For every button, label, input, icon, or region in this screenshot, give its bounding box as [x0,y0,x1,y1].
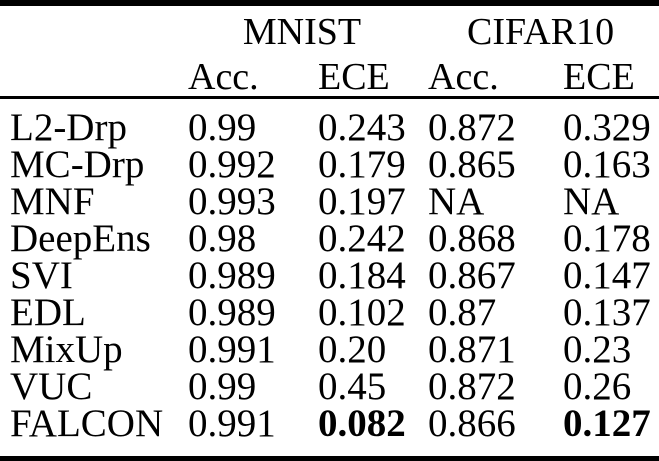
table-row: SVI 0.989 0.184 0.867 0.147 [0,254,659,297]
metric-value: 0.865 [428,143,516,186]
dataset-group-row: MNIST CIFAR10 [0,3,659,58]
table-row: MNF 0.993 0.197 NA NA [0,180,659,223]
metric-value: 0.993 [188,180,276,223]
metric-value: 0.242 [318,217,406,260]
subheader-cifar10-acc: Acc. [428,56,499,98]
table-row: VUC 0.99 0.45 0.872 0.26 [0,365,659,408]
metric-header-row: Acc. ECE Acc. ECE [0,58,659,98]
metric-value: 0.127 [563,402,651,445]
metric-value: 0.989 [188,291,276,334]
metric-value: 0.20 [318,328,387,371]
metric-value: 0.147 [563,254,651,297]
method-name: EDL [10,291,86,334]
metric-value: 0.45 [318,365,387,408]
metric-value: 0.868 [428,217,516,260]
table-row: FALCON 0.991 0.082 0.866 0.127 [0,402,659,459]
metric-value: 0.866 [428,402,516,445]
metric-value: 0.991 [188,402,276,445]
metric-value: 0.99 [188,106,257,149]
method-name: FALCON [10,402,164,445]
table-row: EDL 0.989 0.102 0.87 0.137 [0,291,659,334]
metric-value: 0.872 [428,106,516,149]
metric-value: 0.163 [563,143,651,186]
group-header-cifar10: CIFAR10 [466,11,615,53]
metric-value: 0.082 [318,402,406,445]
table-body: L2-Drp 0.99 0.243 0.872 0.329 MC-Drp 0.992 0.17… [0,98,659,459]
metric-value: 0.992 [188,143,276,186]
method-name: MixUp [10,328,123,371]
method-name: MNF [10,180,95,223]
metric-value: 0.867 [428,254,516,297]
subheader-mnist-acc: Acc. [188,56,259,98]
empty-corner-cell [0,3,182,58]
metric-value: 0.179 [318,143,406,186]
empty-method-header-cell [0,58,182,98]
metric-value: 0.87 [428,291,497,334]
metric-value: NA [428,180,485,223]
table-row: DeepEns 0.98 0.242 0.868 0.178 [0,217,659,260]
metric-value: 0.872 [428,365,516,408]
metric-value: 0.991 [188,328,276,371]
metric-value: 0.178 [563,217,651,260]
metric-value: 0.871 [428,328,516,371]
table-header: MNIST CIFAR10 Acc. ECE Acc. ECE [0,3,659,98]
group-header-mnist: MNIST [242,11,362,53]
metric-value: NA [563,180,620,223]
metric-value: 0.243 [318,106,406,149]
metric-value: 0.329 [563,106,651,149]
metric-value: 0.23 [563,328,632,371]
metric-value: 0.99 [188,365,257,408]
table-row: MC-Drp 0.992 0.179 0.865 0.163 [0,143,659,186]
subheader-cifar10-ece: ECE [563,56,635,98]
method-name: L2-Drp [10,106,127,149]
metric-value: 0.197 [318,180,406,223]
table-row: MixUp 0.991 0.20 0.871 0.23 [0,328,659,371]
metric-value: 0.102 [318,291,406,334]
method-name: MC-Drp [10,143,145,186]
metric-value: 0.989 [188,254,276,297]
subheader-mnist-ece: ECE [318,56,390,98]
metric-value: 0.137 [563,291,651,334]
method-name: DeepEns [10,217,151,260]
table-row: L2-Drp 0.99 0.243 0.872 0.329 [0,98,659,147]
metric-value: 0.26 [563,365,632,408]
method-name: SVI [10,254,73,297]
metric-value: 0.184 [318,254,406,297]
metric-value: 0.98 [188,217,257,260]
method-name: VUC [10,365,93,408]
